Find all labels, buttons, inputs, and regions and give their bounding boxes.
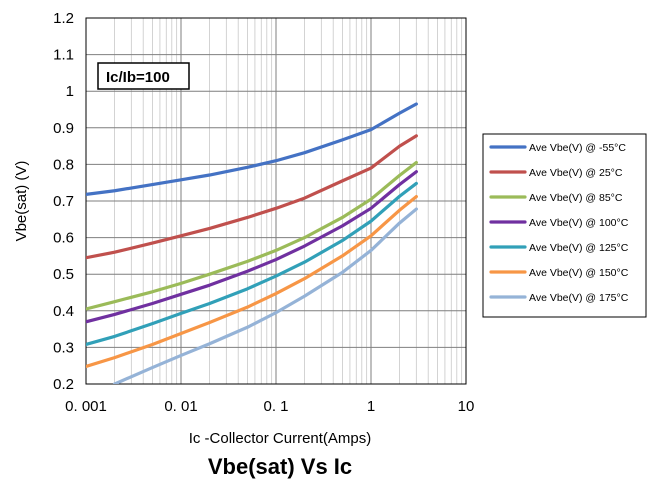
- y-tick-label: 0.4: [53, 303, 74, 320]
- x-tick-label: 0. 001: [65, 398, 107, 415]
- x-tick-label: 1: [367, 398, 375, 415]
- x-tick-label: 0. 01: [164, 398, 197, 415]
- legend-label-4: Ave Vbe(V) @ 100°C: [529, 217, 629, 229]
- y-tick-label: 0.6: [53, 230, 74, 247]
- legend-label-5: Ave Vbe(V) @ 125°C: [529, 242, 629, 254]
- x-axis-label: Ic -Collector Current(Amps): [189, 430, 372, 447]
- x-tick-label: 10: [458, 398, 475, 415]
- y-tick-label: 1.1: [53, 47, 74, 64]
- annotation-box: Ic/Ib=100: [97, 62, 190, 90]
- series-line-3: [86, 160, 418, 311]
- series-line-5: [86, 181, 418, 347]
- y-tick-label: 0.7: [53, 193, 74, 210]
- x-tick-labels: 0. 001 0. 01 0. 1 1 10: [65, 398, 474, 415]
- y-tick-label: 0.8: [53, 156, 74, 173]
- legend-label-7: Ave Vbe(V) @ 175°C: [529, 292, 629, 304]
- series-line-2: [86, 134, 418, 260]
- legend-label-6: Ave Vbe(V) @ 150°C: [529, 267, 629, 279]
- legend: Ave Vbe(V) @ -55°C Ave Vbe(V) @ 25°C Ave V…: [482, 133, 647, 318]
- series-line-1: [86, 102, 418, 197]
- y-tick-label: 1.2: [53, 10, 74, 27]
- y-tick-label: 0.5: [53, 266, 74, 283]
- y-tick-labels: 0.2 0.3 0.4 0.5 0.6 0.7 0.8 0.9 1 1.1 1.2: [53, 10, 74, 393]
- y-tick-label: 0.9: [53, 120, 74, 137]
- annotation-text: Ic/Ib=100: [106, 69, 170, 86]
- y-axis-label: Vbe(sat) (V): [13, 161, 30, 242]
- series-line-7: [113, 207, 418, 384]
- legend-box: [482, 133, 647, 318]
- series-line-6: [86, 195, 418, 369]
- y-tick-label: 0.2: [53, 376, 74, 393]
- y-tick-label: 1: [66, 83, 74, 100]
- series-lines: [86, 102, 418, 384]
- series-line-4: [86, 170, 418, 324]
- legend-label-2: Ave Vbe(V) @ 25°C: [529, 167, 623, 179]
- legend-label-3: Ave Vbe(V) @ 85°C: [529, 192, 623, 204]
- plot-frame: [85, 17, 467, 385]
- chart-title: Vbe(sat) Vs Ic: [208, 454, 352, 479]
- legend-label-1: Ave Vbe(V) @ -55°C: [529, 142, 626, 154]
- y-tick-label: 0.3: [53, 339, 74, 356]
- x-tick-label: 0. 1: [263, 398, 288, 415]
